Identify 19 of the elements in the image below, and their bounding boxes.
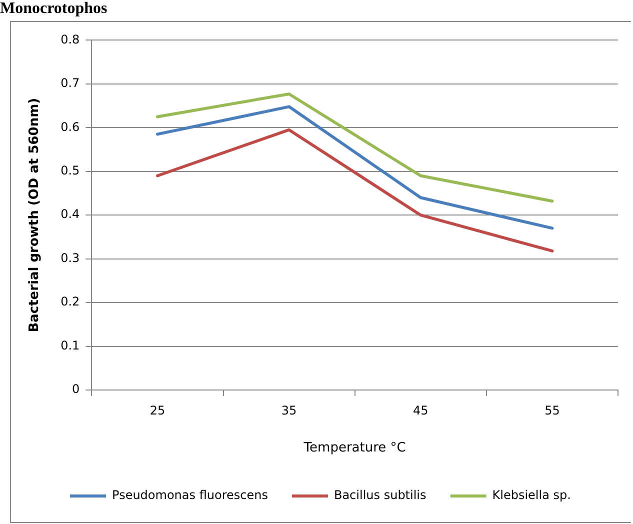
y-tick-label: 0.8	[60, 32, 80, 46]
y-tick-label: 0	[72, 382, 80, 396]
legend-label: Pseudomonas fluorescens	[112, 488, 268, 502]
y-axis-title: Bacterial growth (OD at 560nm)	[27, 98, 42, 332]
y-tick-label: 0.5	[60, 164, 80, 178]
y-tick-label: 0.7	[60, 76, 80, 90]
legend-label: Bacillus subtilis	[334, 488, 426, 502]
x-tick-label: 35	[281, 403, 297, 418]
x-tick-label: 25	[150, 403, 166, 418]
y-tick-label: 0.1	[60, 338, 80, 352]
y-tick-label: 0.3	[60, 250, 80, 265]
x-axis-title: Temperature °C	[302, 440, 406, 456]
x-tick-label: 45	[412, 403, 428, 418]
x-tick-label: 55	[544, 403, 560, 418]
y-tick-label: 0.2	[60, 294, 80, 309]
y-tick-label: 0.6	[60, 120, 80, 134]
chart-title: Monocrotophos	[0, 0, 108, 18]
y-tick-label: 0.4	[60, 207, 80, 222]
legend-label: Klebsiella sp.	[492, 488, 571, 502]
